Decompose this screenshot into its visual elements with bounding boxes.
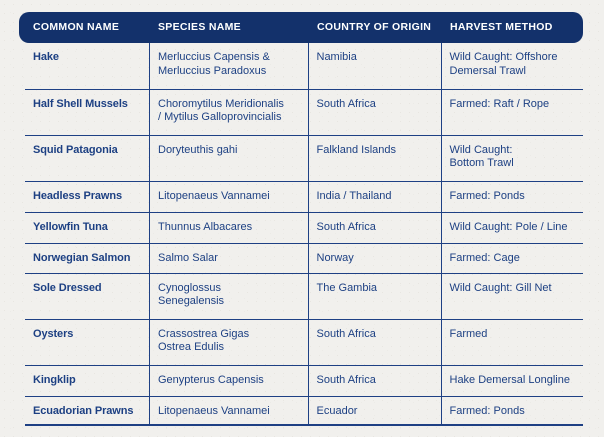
table-row: Squid Patagonia Doryteuthis gahi Falklan…	[25, 135, 583, 182]
table-row: Kingklip Genypterus Capensis South Afric…	[25, 365, 583, 397]
seafood-products-table: Hake Merluccius Capensis & Merluccius Pa…	[25, 43, 583, 426]
cell-species-name: Crassostrea Gigas Ostrea Edulis	[149, 319, 308, 366]
cell-common-name: Squid Patagonia	[25, 135, 150, 182]
cell-country-of-origin: South Africa	[307, 89, 441, 136]
cell-common-name: Ecuadorian Prawns	[25, 396, 150, 426]
cell-harvest-method: Farmed: Raft / Rope	[440, 89, 583, 136]
cell-country-of-origin: South Africa	[307, 212, 441, 244]
cell-common-name: Headless Prawns	[25, 181, 150, 213]
cell-harvest-method: Farmed: Ponds	[440, 181, 583, 213]
cell-country-of-origin: Namibia	[307, 43, 441, 90]
cell-harvest-method: Wild Caught: Gill Net	[440, 273, 583, 320]
cell-harvest-method: Hake Demersal Longline	[440, 365, 583, 397]
cell-common-name: Yellowfin Tuna	[25, 212, 150, 244]
table-row: Half Shell Mussels Choromytilus Meridion…	[25, 89, 583, 136]
cell-harvest-method: Farmed	[440, 319, 583, 366]
cell-species-name: Cynoglossus Senegalensis	[149, 273, 308, 320]
cell-harvest-method: Farmed: Ponds	[440, 396, 583, 426]
table-row: Hake Merluccius Capensis & Merluccius Pa…	[25, 43, 583, 90]
column-header-country-of-origin: COUNTRY OF ORIGIN	[317, 21, 432, 33]
cell-common-name: Oysters	[25, 319, 150, 366]
cell-country-of-origin: Falkland Islands	[307, 135, 441, 182]
cell-country-of-origin: The Gambia	[307, 273, 441, 320]
cell-country-of-origin: Norway	[307, 243, 441, 274]
cell-species-name: Choromytilus Meridionalis / Mytilus Gall…	[149, 89, 308, 136]
cell-species-name: Genypterus Capensis	[149, 365, 308, 397]
cell-common-name: Sole Dressed	[25, 273, 150, 320]
cell-harvest-method: Wild Caught: Offshore Demersal Trawl	[440, 43, 583, 90]
table-row: Sole Dressed Cynoglossus Senegalensis Th…	[25, 273, 583, 320]
cell-species-name: Litopenaeus Vannamei	[149, 181, 308, 213]
cell-species-name: Merluccius Capensis & Merluccius Paradox…	[149, 43, 308, 90]
cell-species-name: Doryteuthis gahi	[149, 135, 308, 182]
table-row: Headless Prawns Litopenaeus Vannamei Ind…	[25, 181, 583, 213]
table-row: Norwegian Salmon Salmo Salar Norway Farm…	[25, 243, 583, 274]
cell-country-of-origin: South Africa	[307, 319, 441, 366]
cell-country-of-origin: India / Thailand	[307, 181, 441, 213]
cell-species-name: Litopenaeus Vannamei	[149, 396, 308, 426]
cell-common-name: Hake	[25, 43, 150, 90]
table-row: Ecuadorian Prawns Litopenaeus Vannamei E…	[25, 396, 583, 426]
cell-common-name: Norwegian Salmon	[25, 243, 150, 274]
cell-species-name: Salmo Salar	[149, 243, 308, 274]
cell-species-name: Thunnus Albacares	[149, 212, 308, 244]
cell-country-of-origin: Ecuador	[307, 396, 441, 426]
table-header-bar: COMMON NAME SPECIES NAME COUNTRY OF ORIG…	[19, 12, 583, 43]
table-row: Oysters Crassostrea Gigas Ostrea Edulis …	[25, 319, 583, 366]
column-header-common-name: COMMON NAME	[33, 21, 120, 33]
cell-harvest-method: Farmed: Cage	[440, 243, 583, 274]
cell-country-of-origin: South Africa	[307, 365, 441, 397]
cell-harvest-method: Wild Caught: Bottom Trawl	[440, 135, 583, 182]
column-header-harvest-method: HARVEST METHOD	[450, 21, 553, 33]
cell-common-name: Kingklip	[25, 365, 150, 397]
cell-common-name: Half Shell Mussels	[25, 89, 150, 136]
cell-harvest-method: Wild Caught: Pole / Line	[440, 212, 583, 244]
column-header-species-name: SPECIES NAME	[158, 21, 241, 33]
table-row: Yellowfin Tuna Thunnus Albacares South A…	[25, 212, 583, 244]
